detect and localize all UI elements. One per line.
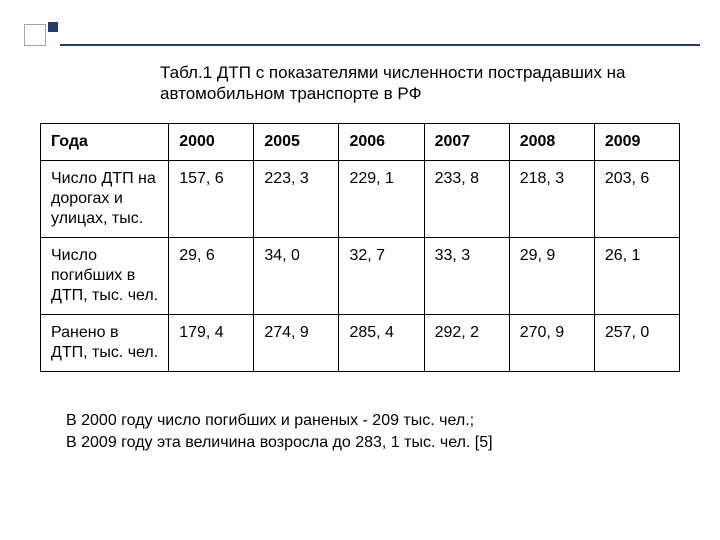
footnote: В 2000 году число погибших и раненых - 2… — [66, 410, 680, 455]
cell: 274, 9 — [254, 314, 339, 371]
row-label: Ранено в ДТП, тыс. чел. — [41, 314, 169, 371]
footnote-line: В 2009 году эта величина возросла до 283… — [66, 432, 680, 454]
table-row: Число погибших в ДТП, тыс. чел. 29, 6 34… — [41, 237, 680, 314]
header-year: 2007 — [424, 123, 509, 160]
cell: 32, 7 — [339, 237, 424, 314]
cell: 203, 6 — [594, 160, 679, 237]
cell: 229, 1 — [339, 160, 424, 237]
cell: 233, 8 — [424, 160, 509, 237]
table-row: Число ДТП на дорогах и улицах, тыс. 157,… — [41, 160, 680, 237]
cell: 179, 4 — [169, 314, 254, 371]
footnote-line: В 2000 году число погибших и раненых - 2… — [66, 410, 680, 432]
header-year: 2000 — [169, 123, 254, 160]
header-year: 2008 — [509, 123, 594, 160]
table-caption: Табл.1 ДТП с показателями численности по… — [160, 62, 680, 105]
cell: 33, 3 — [424, 237, 509, 314]
deco-square-filled — [48, 22, 58, 32]
cell: 34, 0 — [254, 237, 339, 314]
slide-page: Табл.1 ДТП с показателями численности по… — [0, 0, 720, 540]
header-year: 2005 — [254, 123, 339, 160]
cell: 223, 3 — [254, 160, 339, 237]
cell: 29, 6 — [169, 237, 254, 314]
cell: 285, 4 — [339, 314, 424, 371]
deco-rule — [60, 44, 700, 46]
deco-square-outline — [24, 24, 46, 46]
cell: 270, 9 — [509, 314, 594, 371]
header-label: Года — [41, 123, 169, 160]
cell: 26, 1 — [594, 237, 679, 314]
row-label: Число ДТП на дорогах и улицах, тыс. — [41, 160, 169, 237]
data-table: Года 2000 2005 2006 2007 2008 2009 Число… — [40, 123, 680, 372]
header-year: 2006 — [339, 123, 424, 160]
table-header-row: Года 2000 2005 2006 2007 2008 2009 — [41, 123, 680, 160]
cell: 218, 3 — [509, 160, 594, 237]
header-year: 2009 — [594, 123, 679, 160]
table-row: Ранено в ДТП, тыс. чел. 179, 4 274, 9 28… — [41, 314, 680, 371]
cell: 257, 0 — [594, 314, 679, 371]
cell: 292, 2 — [424, 314, 509, 371]
row-label: Число погибших в ДТП, тыс. чел. — [41, 237, 169, 314]
cell: 157, 6 — [169, 160, 254, 237]
cell: 29, 9 — [509, 237, 594, 314]
